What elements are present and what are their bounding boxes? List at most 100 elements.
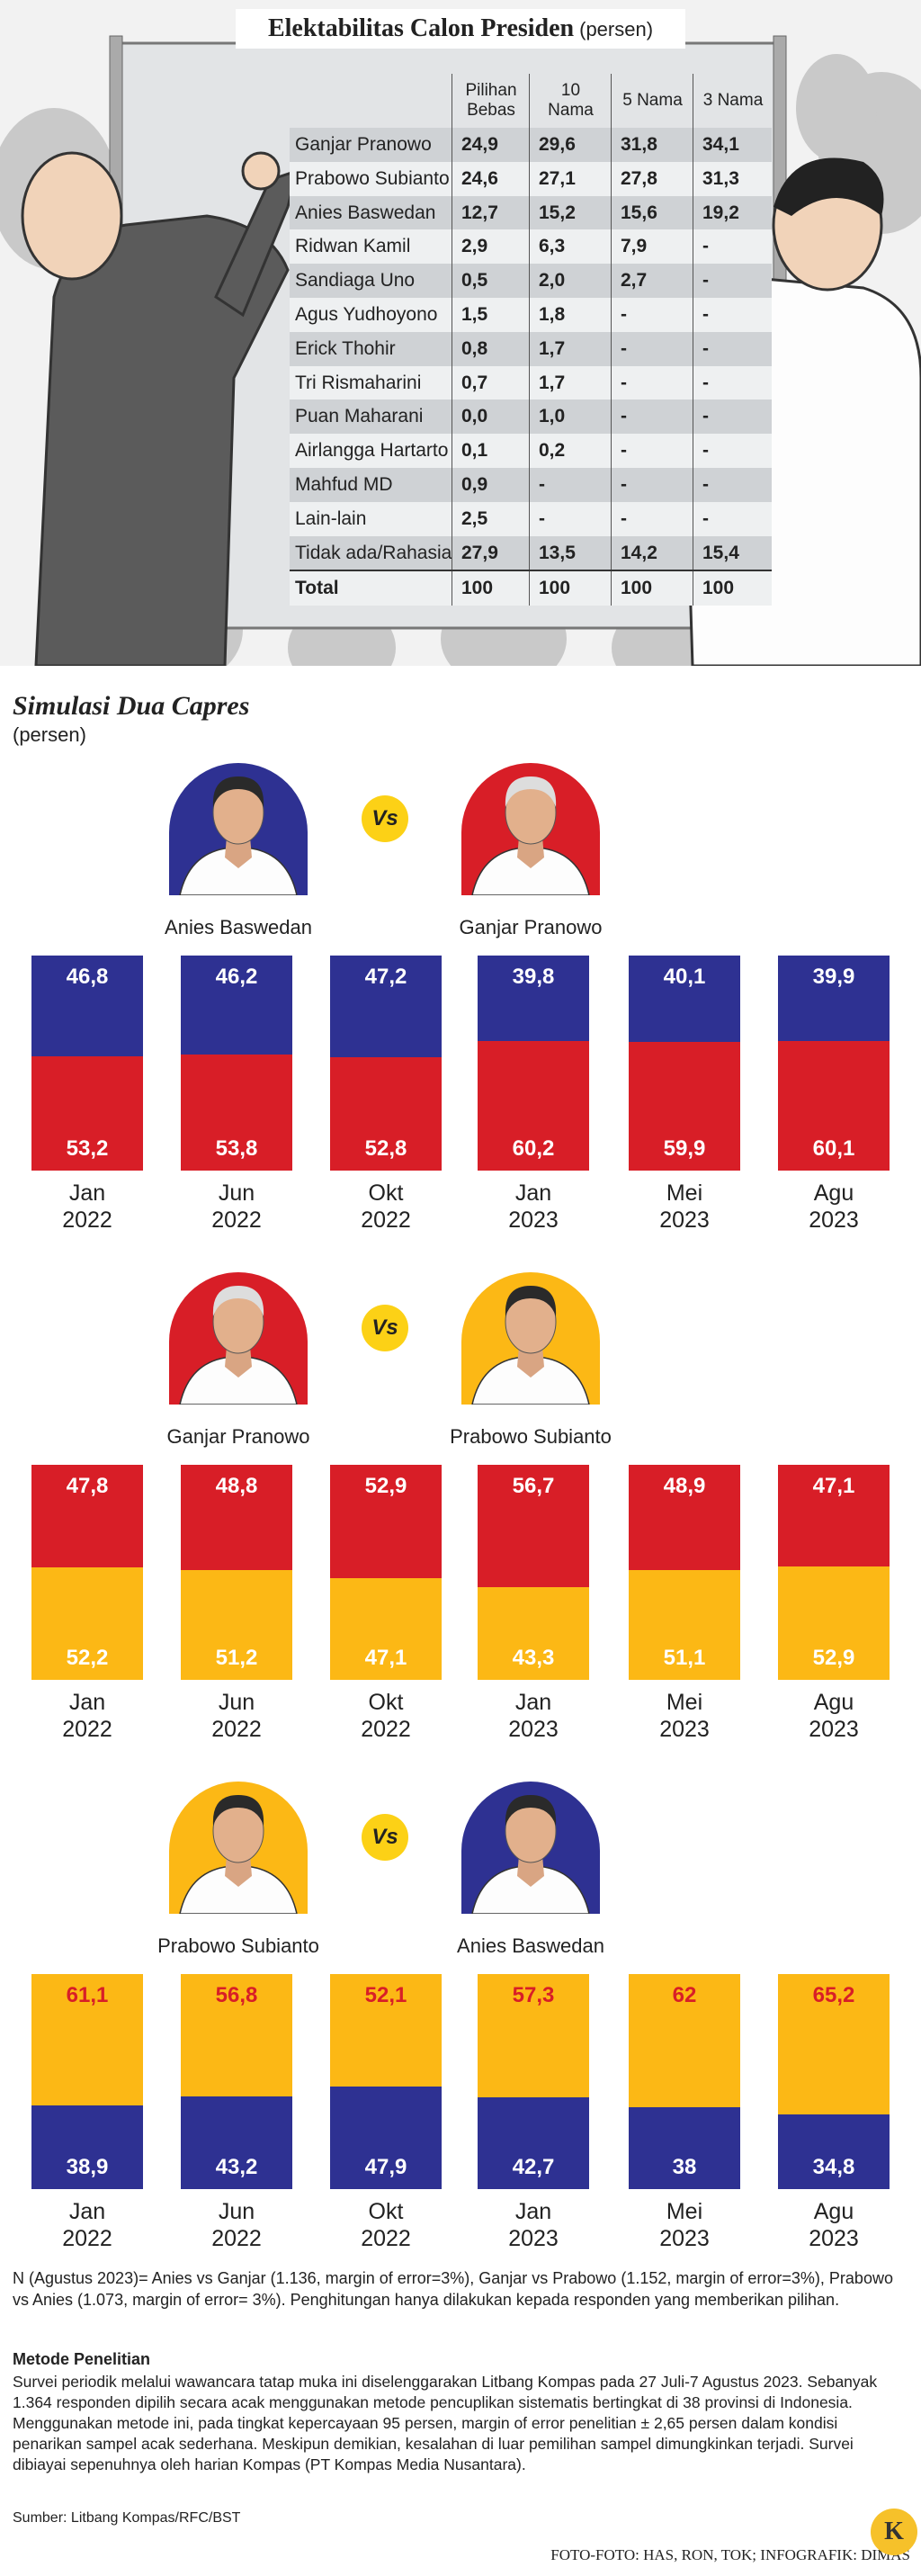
cell-value: 31,8	[611, 128, 693, 162]
portrait-hair	[505, 1286, 557, 1316]
portrait-hair	[212, 776, 264, 807]
cell-value: 1,7	[529, 365, 611, 400]
bar-segment	[629, 2107, 740, 2189]
x-tick-text: Mei 2023	[659, 2199, 710, 2251]
vs-badge: Vs	[362, 1305, 408, 1351]
cell-value: 15,2	[529, 195, 611, 230]
bar-segment	[778, 1041, 890, 1171]
value-label: 53,8	[215, 1136, 258, 1161]
value-label: 65,2	[812, 1983, 855, 2007]
value-label: 43,3	[512, 1646, 555, 1670]
bar-segment	[181, 956, 292, 1055]
portrait-neck	[517, 1346, 544, 1378]
legend-entry: Ganjar Pranowo	[459, 916, 603, 938]
bar-segment	[31, 1465, 143, 1568]
table-row: Prabowo Subianto 24,6 27,1 27,8 31,3	[290, 161, 772, 196]
x-tick-label: Okt 2022	[330, 1689, 442, 1743]
portrait-hair	[212, 1795, 264, 1826]
portrait-body	[179, 848, 298, 895]
cell-value: 29,6	[529, 128, 611, 162]
value-label: 51,2	[215, 1646, 258, 1670]
cell-value: -	[693, 434, 772, 468]
cell-value: -	[693, 501, 772, 536]
cell-value: 1,5	[452, 298, 529, 332]
value-label: 47,9	[364, 2155, 407, 2179]
x-tick-text: Jan 2022	[62, 1180, 112, 1233]
row-name: Ganjar Pranowo	[295, 134, 432, 155]
value-label: 60,1	[812, 1136, 855, 1161]
x-tick-label: Jan 2022	[31, 2198, 143, 2252]
table-row: Airlangga Hartarto 0,1 0,2- -	[290, 434, 772, 468]
x-tick-label: Agu 2023	[778, 1180, 890, 1234]
row-name: Airlangga Hartarto	[295, 440, 449, 462]
row-name: Erick Thohir	[295, 337, 396, 359]
cell-value: 0,9	[452, 468, 529, 502]
cell-value: 7,9	[611, 229, 693, 265]
portrait-hair	[505, 776, 557, 807]
value-label: 47,1	[364, 1646, 407, 1670]
cell-value: 100	[529, 571, 611, 606]
value-label: 61,1	[66, 1983, 109, 2007]
value-label: 46,8	[66, 965, 109, 989]
cell-value: 24,9	[452, 128, 529, 162]
bar-segment	[778, 1465, 890, 1566]
portrait	[461, 1272, 600, 1405]
value-label: 52,1	[364, 1983, 407, 2007]
value-label: 57,3	[512, 1983, 555, 2007]
bar-segment	[478, 1974, 589, 2097]
legend-entry: Anies Baswedan	[457, 1934, 604, 1957]
x-tick-label: Jun 2022	[181, 1180, 292, 1234]
method-text: Survei periodik melalui wawancara tatap …	[13, 2373, 878, 2473]
x-tick-label: Agu 2023	[778, 1689, 890, 1743]
table-row: Puan Maharani 0,0 1,0- -	[290, 399, 772, 435]
bar-segment	[31, 1055, 143, 1171]
column-header-text: 5 Nama	[622, 91, 683, 110]
bar-segment	[629, 1041, 740, 1171]
x-tick-label: Jan 2023	[478, 2198, 589, 2252]
cell-value: -	[693, 399, 772, 435]
table-row: Sandiaga Uno 0,5 2,0 2,7-	[290, 264, 772, 298]
table-row: Total 100 100 100 100	[290, 570, 772, 606]
section-title: Simulasi Dua Capres	[13, 691, 250, 721]
vs-badge: Vs	[362, 1814, 408, 1861]
bar-segment	[181, 1569, 292, 1680]
cell-value: -	[693, 229, 772, 265]
method-title: Metode Penelitian	[13, 2350, 151, 2368]
bar-segment	[629, 1974, 740, 2108]
cell-value: 0,1	[452, 434, 529, 468]
column-header-text: 10 Nama	[548, 81, 594, 120]
value-label: 51,1	[663, 1646, 706, 1670]
bar-segment	[629, 1465, 740, 1570]
x-tick-label: Jan 2022	[31, 1180, 143, 1234]
value-label: 48,9	[663, 1474, 706, 1498]
value-label: 52,8	[364, 1136, 407, 1161]
x-tick-text: Agu 2023	[809, 1180, 859, 1233]
x-tick-text: Jun 2022	[211, 1690, 262, 1742]
cell-value: -	[693, 365, 772, 400]
title: Elektabilitas Calon Presiden	[267, 14, 575, 42]
title-box: Elektabilitas Calon Presiden (persen)	[236, 9, 685, 49]
x-tick-text: Okt 2022	[361, 1180, 411, 1233]
bar-segment	[181, 1465, 292, 1570]
portrait-neck	[225, 1855, 252, 1887]
value-label: 59,9	[663, 1136, 706, 1161]
portrait-neck	[517, 837, 544, 868]
bar-segment	[181, 1974, 292, 2096]
row-name: Agus Yudhoyono	[295, 304, 438, 325]
legend-entry: Prabowo Subianto	[157, 1934, 319, 1957]
bar-segment	[330, 956, 442, 1057]
column-header-text: Pilihan Bebas	[465, 81, 517, 120]
x-tick-label: Okt 2022	[330, 1180, 442, 1234]
cell-value: 1,0	[529, 399, 611, 435]
chart: Ganjar Pranowo Prabowo Subianto Vs 52,2 47,8…	[0, 1256, 921, 1742]
bar-segment	[330, 1578, 442, 1680]
table-row: Agus Yudhoyono 1,5 1,8- -	[290, 298, 772, 332]
portrait-neck	[225, 837, 252, 868]
cell-value: 27,1	[529, 161, 611, 196]
x-tick-label: Jun 2022	[181, 2198, 292, 2252]
x-tick-text: Agu 2023	[809, 2199, 859, 2251]
cell-value: 19,2	[693, 195, 772, 230]
bar-segment	[181, 1055, 292, 1171]
cell-value: 0,2	[529, 434, 611, 468]
portrait	[169, 1272, 308, 1405]
